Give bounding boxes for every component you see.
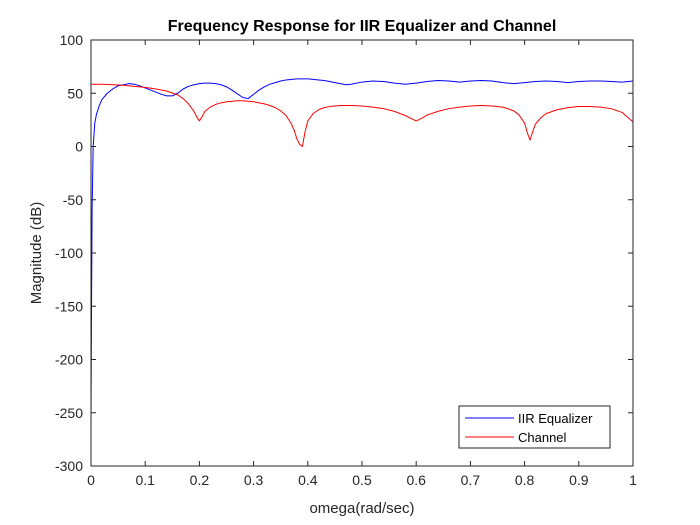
y-tick-label: -250	[55, 405, 83, 421]
x-tick-label: 0.3	[244, 472, 264, 488]
x-tick-label: 0.6	[406, 472, 426, 488]
x-axis-title: omega(rad/sec)	[309, 500, 414, 517]
x-tick-label: 0.9	[569, 472, 589, 488]
axes: 0 0.1 0.2 0.3 0.4 0.5 0.6 0.7 0.8 0.9 1 -300 -250 -20…	[55, 32, 637, 488]
x-tick-label: 0.2	[190, 472, 210, 488]
y-tick-label: 50	[67, 85, 83, 101]
y-tick-label: -50	[63, 192, 83, 208]
chart-title: Frequency Response for IIR Equalizer and…	[168, 18, 557, 35]
x-tick-label: 0	[87, 472, 95, 488]
x-tick-label: 1	[629, 472, 637, 488]
legend: IIR Equalizer Channel	[458, 405, 611, 449]
y-tick-label: 0	[75, 139, 83, 155]
series-line-iir-equalizer	[91, 78, 633, 422]
series-line-channel	[91, 83, 633, 147]
y-axis-title: Magnitude (dB)	[28, 202, 45, 305]
x-tick-label: 0.7	[461, 472, 481, 488]
legend-box	[458, 405, 611, 449]
x-tick-label: 0.4	[298, 472, 318, 488]
plot-area	[91, 40, 633, 466]
y-tick-label: 100	[60, 32, 84, 48]
y-tick-label: -150	[55, 298, 83, 314]
series-layer	[91, 78, 633, 422]
x-tick-label: 0.5	[352, 472, 372, 488]
legend-label-channel: Channel	[518, 430, 567, 445]
plot-background	[91, 40, 633, 466]
y-tick-label: -200	[55, 352, 83, 368]
legend-label-iir-equalizer: IIR Equalizer	[518, 411, 593, 426]
y-tick-label: -300	[55, 458, 83, 474]
y-tick-label: -100	[55, 245, 83, 261]
x-tick-label: 0.8	[515, 472, 535, 488]
x-tick-label: 0.1	[135, 472, 155, 488]
